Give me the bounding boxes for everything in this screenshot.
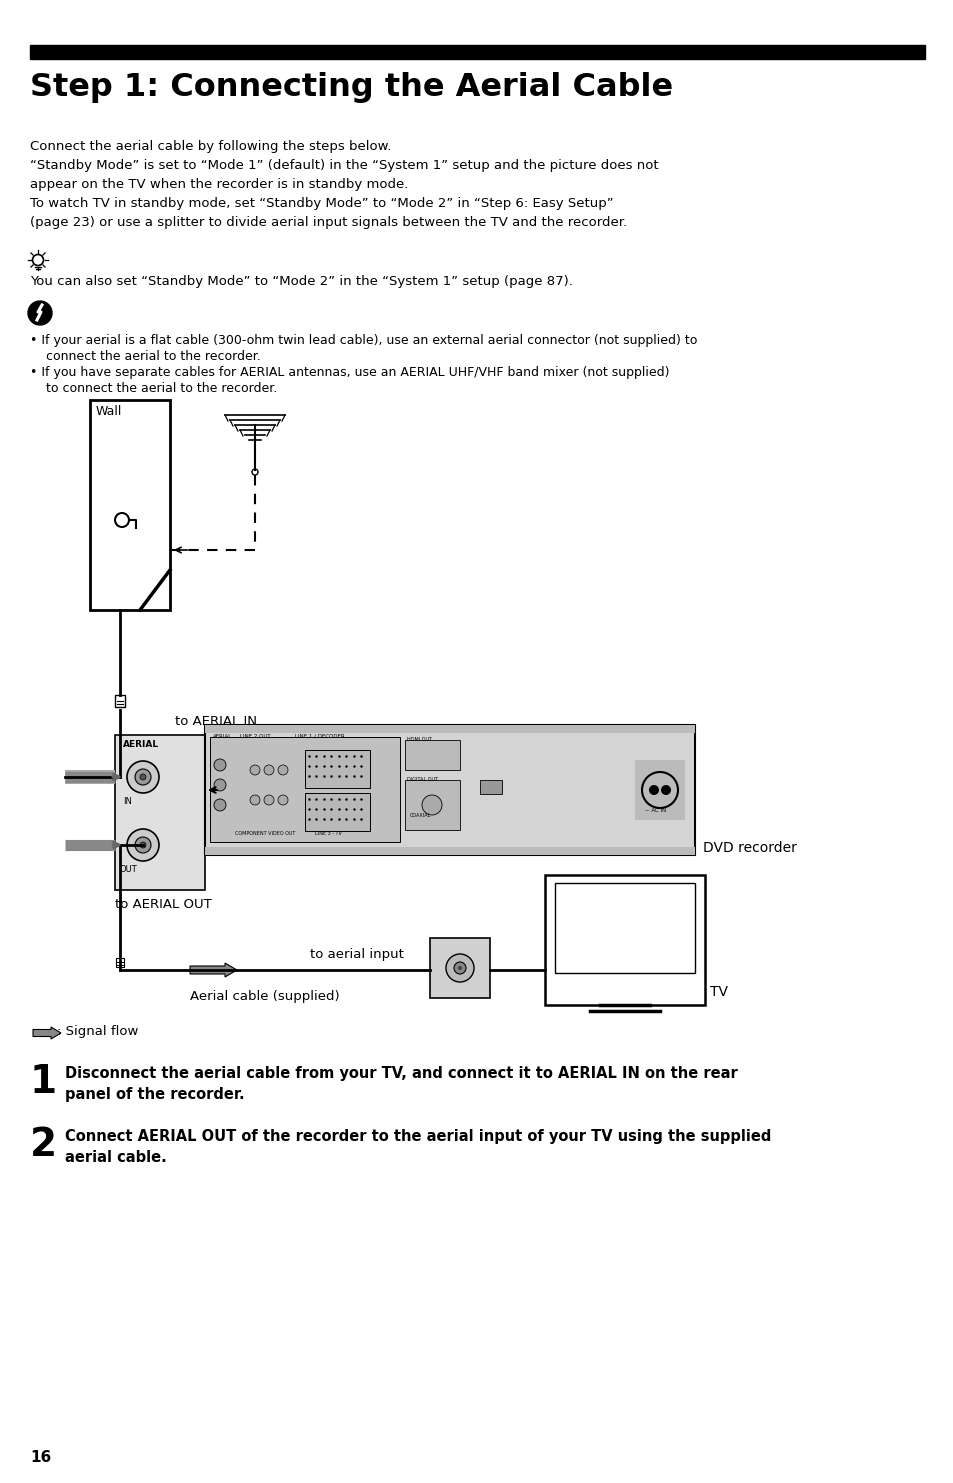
Bar (115, 736, 205, 890)
Text: LINE 1 / DECODER: LINE 1 / DECODER (294, 734, 344, 739)
Bar (205, 847, 695, 856)
Text: Aerial cable (supplied): Aerial cable (supplied) (190, 991, 339, 1003)
Text: AERIAL: AERIAL (213, 734, 232, 739)
Bar (205, 725, 695, 733)
Circle shape (135, 836, 151, 853)
Circle shape (421, 795, 441, 816)
Circle shape (213, 779, 226, 790)
Text: Step 1: Connecting the Aerial Cable: Step 1: Connecting the Aerial Cable (30, 73, 673, 102)
Text: DIGITAL OUT: DIGITAL OUT (407, 777, 437, 782)
Text: ~ AC IN: ~ AC IN (644, 808, 665, 813)
Circle shape (264, 795, 274, 805)
Text: HDMI OUT: HDMI OUT (407, 737, 432, 742)
Circle shape (135, 770, 151, 785)
Text: appear on the TV when the recorder is in standby mode.: appear on the TV when the recorder is in… (30, 178, 408, 191)
Bar (210, 737, 399, 842)
Bar (90, 400, 170, 610)
Text: 16: 16 (30, 1450, 51, 1465)
Text: COMPONENT VIDEO OUT: COMPONENT VIDEO OUT (234, 830, 295, 836)
Bar (405, 780, 459, 830)
Text: (page 23) or use a splitter to divide aerial input signals between the TV and th: (page 23) or use a splitter to divide ae… (30, 217, 626, 228)
Circle shape (140, 774, 146, 780)
Bar (115, 696, 125, 707)
Bar (65, 770, 115, 785)
Text: Wall: Wall (96, 405, 122, 418)
Bar (479, 780, 501, 793)
Text: “Standby Mode” is set to “Mode 1” (default) in the “System 1” setup and the pict: “Standby Mode” is set to “Mode 1” (defau… (30, 159, 658, 172)
Circle shape (127, 761, 159, 793)
Text: TV: TV (709, 985, 727, 1000)
Text: Connect the aerial cable by following the steps below.: Connect the aerial cable by following th… (30, 139, 391, 153)
Bar (555, 882, 695, 973)
Bar (305, 750, 370, 787)
Circle shape (277, 765, 288, 776)
Bar (116, 958, 124, 967)
Text: connect the aerial to the recorder.: connect the aerial to the recorder. (30, 350, 260, 363)
Bar (305, 793, 370, 830)
Circle shape (277, 795, 288, 805)
Text: LINE 2 OUT: LINE 2 OUT (240, 734, 271, 739)
Circle shape (660, 785, 670, 795)
Text: to AERIAL OUT: to AERIAL OUT (115, 899, 212, 911)
Circle shape (140, 842, 146, 848)
FancyArrow shape (190, 962, 236, 977)
Text: • If you have separate cables for AERIAL antennas, use an AERIAL UHF/VHF band mi: • If you have separate cables for AERIAL… (30, 366, 669, 380)
Bar (635, 759, 684, 820)
Circle shape (648, 785, 659, 795)
FancyArrow shape (33, 1028, 61, 1040)
Text: : Signal flow: : Signal flow (57, 1025, 138, 1038)
Bar (544, 875, 704, 1005)
Bar (205, 725, 695, 856)
Circle shape (250, 795, 260, 805)
Circle shape (127, 829, 159, 862)
Text: Connect AERIAL OUT of the recorder to the aerial input of your TV using the supp: Connect AERIAL OUT of the recorder to th… (65, 1129, 771, 1166)
Bar (405, 740, 459, 770)
Text: You can also set “Standby Mode” to “Mode 2” in the “System 1” setup (page 87).: You can also set “Standby Mode” to “Mode… (30, 274, 572, 288)
Text: 2: 2 (30, 1126, 57, 1164)
Text: COAXIAL: COAXIAL (410, 813, 431, 819)
Text: Disconnect the aerial cable from your TV, and connect it to AERIAL IN on the rea: Disconnect the aerial cable from your TV… (65, 1066, 737, 1102)
Text: 1: 1 (30, 1063, 57, 1100)
Circle shape (264, 765, 274, 776)
Text: To watch TV in standby mode, set “Standby Mode” to “Mode 2” in “Step 6: Easy Set: To watch TV in standby mode, set “Standb… (30, 197, 613, 211)
Circle shape (213, 759, 226, 771)
Text: to aerial input: to aerial input (310, 948, 403, 961)
Circle shape (28, 301, 52, 325)
Circle shape (457, 965, 461, 970)
Text: to connect the aerial to the recorder.: to connect the aerial to the recorder. (30, 383, 277, 394)
Circle shape (454, 962, 465, 974)
Text: to AERIAL IN: to AERIAL IN (174, 715, 256, 728)
Text: DVD recorder: DVD recorder (702, 841, 796, 856)
Circle shape (213, 799, 226, 811)
Text: LINE 3 - TV: LINE 3 - TV (314, 830, 341, 836)
Bar (30, 44, 924, 59)
Circle shape (250, 765, 260, 776)
Text: IN: IN (123, 796, 132, 805)
Bar (430, 939, 490, 998)
Text: AERIAL: AERIAL (123, 740, 159, 749)
Text: OUT: OUT (120, 865, 137, 873)
Circle shape (446, 954, 474, 982)
Text: • If your aerial is a flat cable (300-ohm twin lead cable), use an external aeri: • If your aerial is a flat cable (300-oh… (30, 334, 697, 347)
